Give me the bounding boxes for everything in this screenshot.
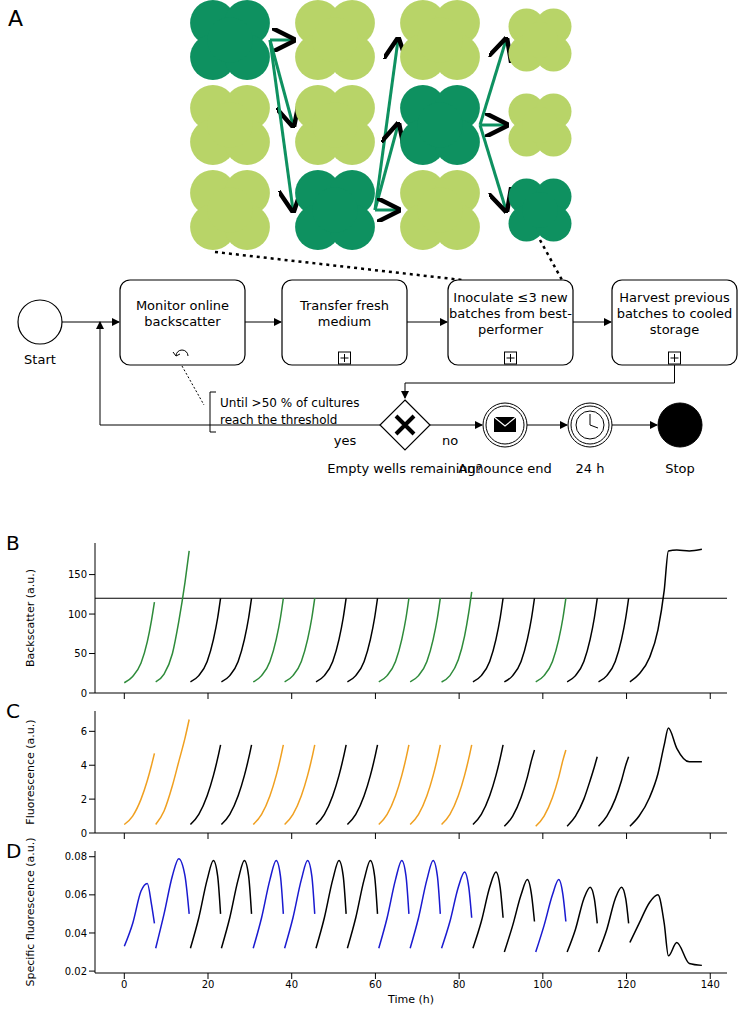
svg-text:60: 60 — [369, 979, 382, 990]
html-text:D: D — [6, 839, 22, 863]
svg-text:backscatter: backscatter — [144, 314, 221, 329]
svg-text:storage: storage — [650, 322, 699, 337]
svg-text:medium: medium — [318, 314, 371, 329]
svg-text:0: 0 — [81, 828, 87, 839]
html-text:C: C — [6, 699, 20, 723]
svg-text:50: 50 — [74, 648, 87, 659]
svg-text:Time (h): Time (h) — [387, 993, 434, 1006]
svg-text:20: 20 — [202, 979, 215, 990]
svg-text:150: 150 — [68, 569, 87, 580]
svg-text:0: 0 — [81, 688, 87, 699]
html-text:Specific fluorescence (a.u.): Specific fluorescence (a.u.) — [23, 837, 37, 987]
svg-text:140: 140 — [701, 979, 720, 990]
svg-text:A: A — [8, 6, 23, 31]
svg-text:Inoculate ≤3 new: Inoculate ≤3 new — [453, 290, 568, 305]
svg-text:100: 100 — [68, 609, 87, 620]
svg-text:0.06: 0.06 — [65, 889, 87, 900]
svg-text:6: 6 — [81, 726, 87, 737]
svg-text:Stop: Stop — [665, 461, 695, 476]
svg-text:40: 40 — [285, 979, 298, 990]
svg-text:0.02: 0.02 — [65, 966, 87, 977]
svg-text:reach the threshold: reach the threshold — [220, 413, 338, 427]
svg-text:Until >50 % of cultures: Until >50 % of cultures — [220, 396, 359, 410]
svg-text:4: 4 — [81, 760, 87, 771]
svg-text:2: 2 — [81, 794, 87, 805]
svg-text:24 h: 24 h — [576, 461, 605, 476]
svg-text:120: 120 — [617, 979, 636, 990]
svg-text:0: 0 — [121, 979, 127, 990]
svg-text:yes: yes — [334, 433, 357, 448]
html-text:Backscatter (a.u.): Backscatter (a.u.) — [23, 569, 37, 667]
svg-text:Announce end: Announce end — [458, 461, 552, 476]
html-text:Fluorescence (a.u.): Fluorescence (a.u.) — [23, 719, 37, 825]
svg-text:0.04: 0.04 — [65, 928, 87, 939]
svg-text:Empty wells remaining?: Empty wells remaining? — [327, 461, 483, 476]
svg-text:Transfer fresh: Transfer fresh — [299, 298, 389, 313]
svg-text:Harvest previous: Harvest previous — [619, 290, 730, 305]
svg-text:batches from best-: batches from best- — [449, 306, 572, 321]
svg-text:80: 80 — [453, 979, 466, 990]
svg-text:no: no — [442, 433, 458, 448]
svg-text:Start: Start — [24, 352, 56, 367]
html-text:B: B — [6, 531, 20, 555]
svg-text:0.08: 0.08 — [65, 851, 87, 862]
svg-text:100: 100 — [533, 979, 552, 990]
svg-text:Monitor online: Monitor online — [136, 298, 229, 313]
svg-text:batches to cooled: batches to cooled — [617, 306, 733, 321]
svg-text:performer: performer — [478, 322, 544, 337]
